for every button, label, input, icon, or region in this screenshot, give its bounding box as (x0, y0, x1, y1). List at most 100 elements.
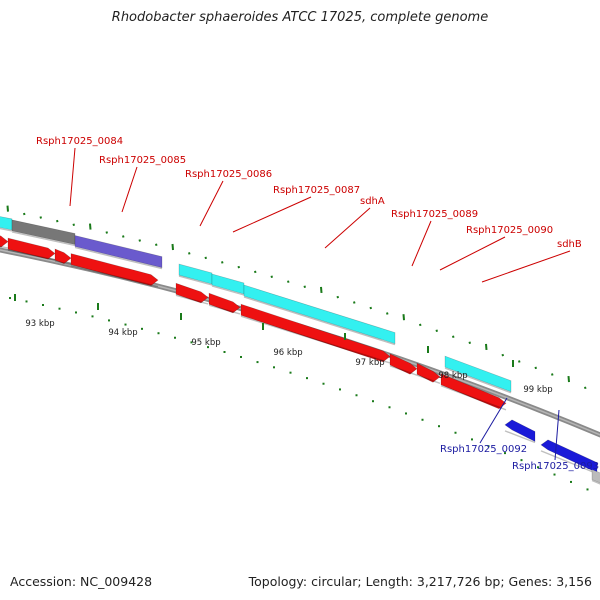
accession-text: Accession: NC_009428 (10, 574, 153, 589)
ruler-label: 94 kbp (108, 328, 137, 338)
map-title: Rhodobacter sphaeroides ATCC 17025, comp… (111, 10, 489, 25)
cds-arrow-0087 (208, 292, 241, 314)
ruler-label: 99 kbp (523, 385, 552, 395)
cds-arrow-0083-shadow (0, 245, 9, 249)
cds-arrow-0084-shadow (7, 249, 56, 261)
ruler-label: 98 kbp (438, 371, 467, 381)
leader-line-reverse (554, 409, 560, 461)
tick-upper (105, 231, 108, 234)
tick-upper (320, 286, 323, 293)
tick-upper (221, 261, 224, 264)
leader-line-reverse (479, 397, 508, 444)
tick-upper (518, 360, 521, 363)
forward-gene-label: Rsph17025_0086 (185, 169, 272, 180)
gene-bar-0085 (74, 235, 163, 268)
cds-arrow-0085-shadow (70, 264, 159, 288)
cds-arrow-0092-shadow (504, 430, 536, 444)
cds-arrow-0083 (0, 235, 9, 248)
ruler-label: 96 kbp (273, 348, 302, 358)
cds-arrow-0087-shadow (208, 304, 241, 315)
gene-bar-next (591, 469, 600, 484)
tick-upper (584, 386, 587, 390)
cds-arrow-sdhB-shadow (440, 385, 507, 411)
tick-upper (303, 285, 306, 288)
gene-bar-0084 (11, 219, 76, 245)
tick-upper (551, 373, 554, 376)
tick-upper (6, 205, 9, 212)
leader-line-forward (411, 220, 432, 267)
gene-bar-sdhB (444, 355, 512, 393)
cds-arrow-0092 (504, 419, 536, 442)
leader-line-forward (324, 207, 371, 249)
leader-line-forward (232, 196, 312, 233)
cds-arrow-0086-shadow (175, 294, 209, 305)
cds-arrow-0090-shadow (416, 374, 441, 384)
gene-bar-sdhA-shadow (243, 296, 396, 346)
tick-upper (287, 280, 290, 283)
cds-arrow-sdhA (240, 303, 391, 363)
gene-bar-sdhA (243, 284, 396, 345)
leader-line-forward (121, 166, 138, 213)
ruler-label: 97 kbp (355, 358, 384, 368)
forward-gene-label: sdhB (557, 239, 582, 250)
tick-upper (155, 243, 158, 246)
tick-upper (254, 270, 257, 274)
forward-gene-label: Rsph17025_0090 (466, 225, 553, 236)
forward-gene-label: Rsph17025_0087 (273, 185, 360, 196)
gene-bar-0087-shadow (211, 285, 245, 296)
reverse-gene-label: Rsph17025_0093 (512, 461, 599, 472)
gene-bar-0084-shadow (11, 231, 76, 247)
cds-arrow-0085a-shadow (54, 260, 72, 266)
backbone-highlight (0, 249, 600, 436)
cds-arrow-0089-shadow (389, 365, 418, 376)
tick-upper (171, 243, 174, 251)
tick-upper (485, 343, 488, 350)
gene-bar-0086-shadow (178, 275, 213, 286)
cds-arrow-0090 (416, 362, 441, 383)
tick-upper (369, 306, 372, 310)
tick-upper (270, 275, 273, 278)
reverse-gene-label: Rsph17025_0092 (440, 444, 527, 455)
tick-upper (89, 223, 92, 230)
backbone-line (0, 247, 600, 438)
gene-bar-0085-shadow (74, 246, 163, 270)
tick-upper (237, 265, 240, 269)
ruler-label: 95 kbp (191, 338, 220, 348)
tick-upper (56, 219, 59, 223)
cds-arrow-0085 (70, 253, 159, 286)
tick-upper (386, 312, 389, 315)
forward-gene-label: Rsph17025_0089 (391, 209, 478, 220)
tick-upper (204, 256, 207, 260)
tick-upper (419, 323, 422, 327)
tick-upper (468, 341, 471, 345)
tick-upper (72, 223, 75, 227)
gene-bar-sdhB-shadow (444, 367, 512, 394)
gene-bar-0083 (0, 216, 13, 231)
cds-arrow-0086 (175, 282, 209, 304)
leader-line-forward (481, 250, 571, 283)
cds-arrow-0084 (7, 237, 56, 260)
topology-text: Topology: circular; Length: 3,217,726 bp… (248, 574, 592, 589)
cds-arrow-sdhA-shadow (240, 315, 391, 364)
tick-upper (122, 235, 125, 238)
tick-upper (402, 314, 405, 321)
tick-upper (336, 295, 339, 299)
cds-arrow-0093-shadow (540, 450, 598, 475)
tick-upper (567, 375, 570, 383)
tick-upper (188, 252, 191, 255)
tick-upper (534, 366, 537, 370)
tick-upper (23, 212, 26, 216)
cds-arrow-0085a (54, 248, 72, 264)
forward-gene-label: Rsph17025_0085 (99, 155, 186, 166)
gene-bar-0083-shadow (0, 227, 13, 232)
tick-upper (138, 239, 141, 242)
cds-arrow-0093 (540, 439, 598, 474)
forward-gene-label: Rsph17025_0084 (36, 136, 123, 147)
ruler-label: 93 kbp (25, 319, 54, 329)
tick-upper (39, 216, 42, 219)
cds-arrow-0089 (389, 353, 418, 375)
forward-gene-label: sdhA (360, 196, 385, 207)
tick-upper (501, 353, 504, 357)
tick-upper (353, 301, 356, 304)
